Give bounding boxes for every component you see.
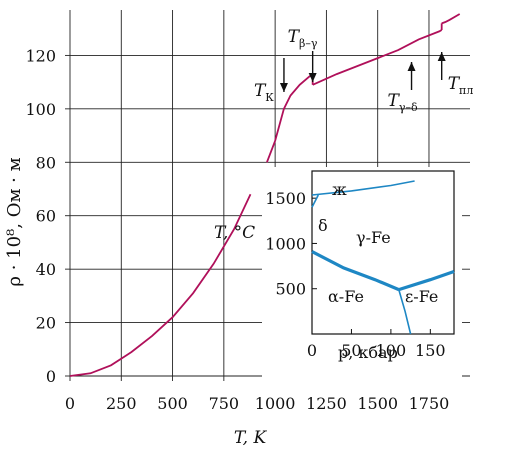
inset-x-axis-title: p, кбар xyxy=(338,343,398,362)
tbg-arrow-head xyxy=(308,73,317,82)
resistivity-curve-segment xyxy=(266,140,276,163)
y-tick-label: 60 xyxy=(36,207,56,226)
main-series xyxy=(69,13,461,377)
phase-epsilon: ε-Fe xyxy=(405,287,438,306)
x-tick-label: 0 xyxy=(65,394,75,413)
x-tick-label: 1000 xyxy=(255,394,296,413)
phase-boundary-alpha-epsilon xyxy=(398,289,412,335)
phase-delta: δ xyxy=(318,216,328,235)
y-tick-label: 0 xyxy=(46,367,56,386)
x-tick-label: 1750 xyxy=(409,394,450,413)
phase-boundary-alpha-gamma xyxy=(311,250,400,292)
x-tick-label: 1500 xyxy=(357,394,398,413)
tk-arrow-head xyxy=(279,83,288,92)
resistivity-curve-segment xyxy=(274,73,314,142)
phase-gamma: γ-Fe xyxy=(356,228,391,247)
x-tick-label: 1250 xyxy=(306,394,347,413)
inset-y-tick-label: 1500 xyxy=(265,189,306,208)
phase-diagram-inset: 0 50 100 150 500 1000 1500 жδ γ-Fe α-Fe ε-Fe p, кба… xyxy=(262,167,462,388)
inset-y-tick-label: 500 xyxy=(275,280,306,299)
tbg-label: Tβ–γ xyxy=(288,27,318,50)
phase-boundary-gamma-epsilon xyxy=(398,269,455,292)
x-axis-title: T, K xyxy=(234,428,268,448)
resistivity-curve-segment xyxy=(441,13,461,25)
tpl-arrow-head xyxy=(437,52,446,61)
inset-y-tick-label: 1000 xyxy=(265,234,306,253)
tk-label: TК xyxy=(254,81,274,104)
tgd-label: Tγ–δ xyxy=(388,91,418,114)
y-tick-label: 100 xyxy=(25,100,56,119)
x-tick-label: 500 xyxy=(157,394,188,413)
inset-x-tick-label: 0 xyxy=(307,341,317,360)
x-tick-label: 750 xyxy=(209,394,240,413)
inset-y-axis-title: T, °C xyxy=(214,223,255,243)
inset-x-tick-label: 150 xyxy=(415,341,446,360)
phase-boundary-melting xyxy=(311,180,415,196)
main-tick-labels: 0 250 500 750 1000 1250 1500 175002040608010012… xyxy=(25,46,449,413)
phase-boundary-delta-gamma xyxy=(311,194,320,208)
tpl-label: Tпл xyxy=(448,74,474,97)
inset-x-tick-label: 50 xyxy=(341,341,361,360)
inset-background xyxy=(262,167,462,388)
y-tick-label: 80 xyxy=(36,153,56,172)
x-tick-label: 250 xyxy=(106,394,137,413)
resistivity-curve-segment xyxy=(312,29,443,86)
y-tick-label: 120 xyxy=(25,46,56,65)
resistivity-curve-segment xyxy=(69,193,252,377)
phase-liquid: ж xyxy=(332,180,347,199)
inset-x-tick-label: 100 xyxy=(376,341,407,360)
tgd-arrow-head xyxy=(407,62,416,71)
y-axis-title: ρ · 10⁸, Ом · м xyxy=(4,157,25,286)
y-tick-label: 20 xyxy=(36,314,56,333)
y-tick-label: 40 xyxy=(36,260,56,279)
phase-alpha: α-Fe xyxy=(328,287,364,306)
